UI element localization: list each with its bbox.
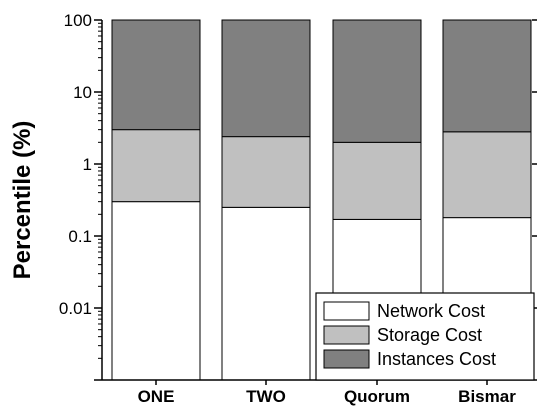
bar-two-network-cost (221, 206, 311, 381)
y-tick-label: 1 (83, 155, 92, 174)
x-tick-label-quorum: Quorum (344, 387, 410, 406)
legend-label-instances-cost: Instances Cost (377, 349, 496, 369)
x-tick-label-bismar: Bismar (458, 387, 516, 406)
y-ticks: 0.01 0.1 1 10 100 (59, 11, 537, 381)
bar-quorum-storage-cost (332, 141, 422, 220)
bar-one-storage-cost (111, 129, 201, 203)
x-tick-label-one: ONE (138, 387, 175, 406)
bar-quorum-instances-cost (332, 19, 422, 143)
bar-bismar-instances-cost (442, 19, 532, 133)
x-tick-label-two: TWO (246, 387, 286, 406)
y-axis-label: Percentile (%) (9, 121, 36, 280)
category-labels: ONE TWO Quorum Bismar (138, 380, 516, 406)
y-tick-label: 100 (64, 11, 92, 30)
bar-bismar-storage-cost (442, 131, 532, 219)
legend-label-network-cost: Network Cost (377, 301, 485, 321)
y-tick-label: 0.1 (68, 227, 92, 246)
bar-two-storage-cost (221, 136, 311, 208)
y-tick-label: 10 (73, 83, 92, 102)
legend-swatch-storage-cost (323, 325, 370, 345)
legend-label-storage-cost: Storage Cost (377, 325, 482, 345)
legend-swatch-network-cost (323, 301, 370, 321)
legend: Network Cost Storage Cost Instances Cost (315, 292, 535, 381)
legend-swatch-instances-cost (323, 349, 370, 369)
bar-two-instances-cost (221, 19, 311, 138)
bar-one-network-cost (111, 201, 201, 381)
y-tick-label: 0.01 (59, 299, 92, 318)
bar-one-instances-cost (111, 19, 201, 131)
